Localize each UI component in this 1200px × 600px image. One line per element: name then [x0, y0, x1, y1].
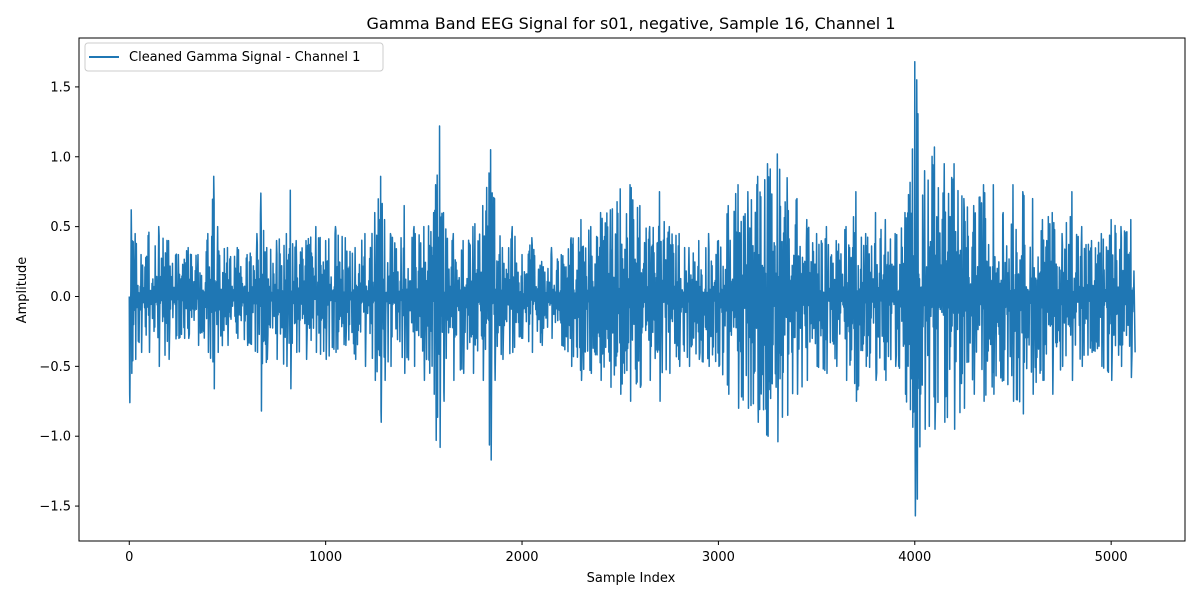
- y-tick-label: −1.5: [39, 500, 71, 515]
- legend: Cleaned Gamma Signal - Channel 1: [84, 42, 384, 72]
- plot-area: [128, 61, 1136, 517]
- plot-frame: [78, 37, 1186, 542]
- legend-label: Cleaned Gamma Signal - Channel 1: [129, 50, 360, 65]
- series-line-cleaned-gamma-signal: [128, 61, 1136, 517]
- y-tick-label: −0.5: [39, 360, 71, 375]
- y-axis-label: Amplitude: [15, 257, 30, 324]
- x-tick-label: 0: [125, 550, 133, 565]
- x-tick-label: 2000: [505, 550, 538, 565]
- x-tick-label: 3000: [702, 550, 735, 565]
- x-axis-label: Sample Index: [587, 571, 676, 586]
- y-tick-label: 1.0: [50, 150, 71, 165]
- y-tick-label: −1.0: [39, 430, 71, 445]
- legend-box: [84, 42, 384, 72]
- y-tick-label: 0.0: [50, 290, 71, 305]
- chart-title: Gamma Band EEG Signal for s01, negative,…: [366, 14, 895, 33]
- x-axis: 0 1000 2000 3000 4000 5000: [125, 541, 1128, 565]
- y-axis: −1.5 −1.0 −0.5 0.0 0.5 1.0 1.5: [39, 80, 79, 515]
- x-tick-label: 4000: [898, 550, 931, 565]
- x-tick-label: 1000: [309, 550, 342, 565]
- y-tick-label: 0.5: [50, 220, 71, 235]
- y-tick-label: 1.5: [50, 80, 71, 95]
- x-tick-label: 5000: [1095, 550, 1128, 565]
